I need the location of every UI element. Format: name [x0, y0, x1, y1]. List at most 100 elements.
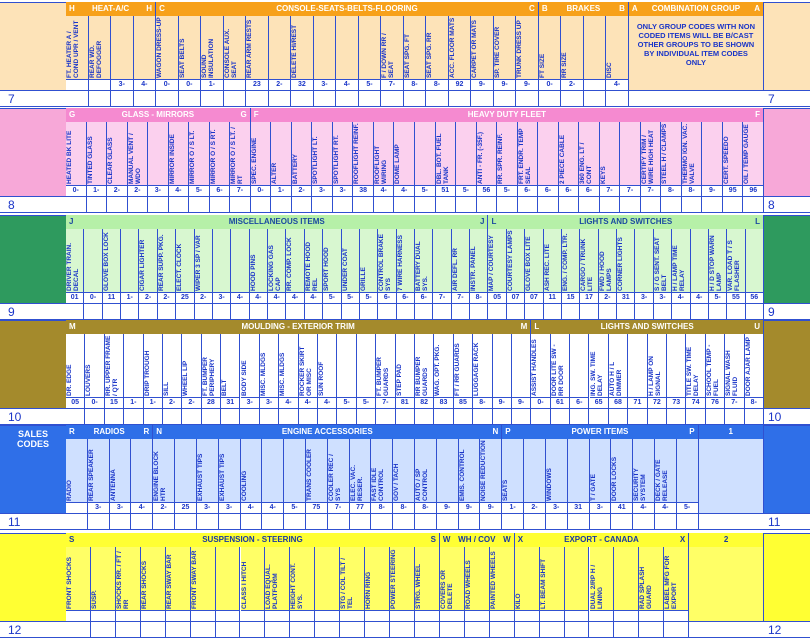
- row-cell: [415, 304, 434, 319]
- item-cell: BATTERY 2-: [291, 122, 313, 196]
- item-label: REAR ARM RESTS: [246, 19, 254, 78]
- item-cell: RR. SPR. REINF. 5-: [497, 122, 518, 196]
- item-code: [115, 610, 140, 621]
- item-code: 65: [589, 397, 608, 408]
- item-code: 15: [104, 397, 124, 408]
- item-label: TITLE SW. TIME DELAY: [686, 346, 701, 396]
- row-cell: [224, 91, 247, 106]
- group-letter: F: [253, 110, 259, 119]
- row-cell: [201, 91, 224, 106]
- item-cell: BATTERY DUAL SYS. 6-: [415, 229, 434, 303]
- row-cell: [396, 409, 415, 424]
- item-cell: 7-: [433, 229, 452, 303]
- item-label: SIGNAL WASH FLUID: [725, 350, 740, 396]
- item-cell: 360 ENG. LT / CONT 6-: [579, 122, 600, 196]
- group-letter: L: [491, 217, 497, 226]
- item-code: 92: [448, 79, 471, 90]
- row-cell: [655, 514, 677, 529]
- item-code: [190, 610, 215, 621]
- item-cell: TITLE SW. TIME DELAY 74: [686, 334, 706, 408]
- item-cell: CERTIFY TRIM / WIRE HIGH HEAT 7-: [640, 122, 662, 196]
- item-code: 1-: [271, 185, 291, 196]
- item-code: 9-: [480, 502, 502, 513]
- group-title: LIGHTS AND SWITCHES: [600, 322, 694, 331]
- item-label: FT. HEATER A / COND UPR / VENT: [66, 20, 80, 78]
- item-code: 6-: [517, 185, 538, 196]
- item-label: WAGON DRESS-UP: [156, 17, 164, 78]
- group-end-letter: S: [430, 535, 436, 544]
- row-cell: [241, 514, 263, 529]
- item-cell: KEYS 7-: [599, 122, 621, 196]
- group-title: POWER ITEMS: [571, 427, 629, 436]
- item-code: 4-: [231, 292, 249, 303]
- item-code: 8-: [744, 397, 763, 408]
- item-label: FRONT SWAY BAR: [190, 550, 198, 609]
- row-cell: [426, 91, 449, 106]
- row-cell: [686, 409, 706, 424]
- item-cell: COOLING 4-: [240, 439, 263, 513]
- row-cell: [189, 197, 210, 212]
- group-end-letter: F: [755, 110, 760, 119]
- item-cell: 25: [175, 439, 197, 513]
- item-label: CLEAR GLASS: [107, 137, 115, 184]
- item-code: 5-: [708, 292, 727, 303]
- item-label: ENGINE BLOCK HTR: [153, 451, 168, 501]
- row-cell: [195, 304, 213, 319]
- row-cell: [381, 91, 404, 106]
- item-code: [539, 610, 564, 621]
- item-label: ROCKER SKIRT OR MISC: [298, 346, 313, 396]
- group-title: HEAT-A/C: [91, 4, 130, 13]
- item-cell: ENG. / COMP. LTR. 15: [561, 229, 581, 303]
- item-label: POWER STEERING: [390, 549, 398, 609]
- group-note: ONLY GROUP CODES WITH NON CODED ITEMS WI…: [636, 22, 756, 67]
- item-code: [614, 610, 639, 621]
- item-cell: 9-: [436, 439, 459, 513]
- row-cell: [250, 304, 269, 319]
- item-cell: SCHOOL TEMP - FUEL 76: [705, 334, 726, 408]
- item-cell: RR. COMP. LOCK 4-: [286, 229, 305, 303]
- item-code: 25: [175, 502, 196, 513]
- item-label: TRANS COOLER: [305, 449, 313, 501]
- item-cell: STRG. WHEEL: [415, 547, 440, 621]
- item-code: 4-: [168, 185, 189, 196]
- right-margin: [764, 425, 810, 513]
- item-code: 6-: [209, 185, 230, 196]
- item-label: SECURITY SYSTEM: [633, 468, 648, 501]
- left-margin: [0, 108, 66, 196]
- item-cell: MISC. MLDGS 3-: [259, 334, 280, 408]
- item-cell: CLEAR GLASS 2-: [107, 122, 128, 196]
- group-end-letter: L: [755, 217, 760, 226]
- item-cell: SILL 2-: [162, 334, 183, 408]
- item-code: 17: [580, 292, 598, 303]
- row-cell: [231, 304, 250, 319]
- item-code: 2-: [182, 397, 201, 408]
- item-cell: SEAT SPG. RR 8-: [426, 16, 449, 90]
- item-label: ENG. / COMP. LTR.: [561, 233, 569, 291]
- row-cell: [85, 409, 105, 424]
- item-label: SHOCKS RR. / FT / RR: [115, 551, 130, 609]
- right-margin: [764, 533, 810, 621]
- item-code: [88, 79, 111, 90]
- item-cell: WINDOWS 3-: [545, 439, 568, 513]
- group-header: F HEAVY DUTY FLEET F: [250, 108, 764, 122]
- item-cell: EXHAUST TIPS 3-: [196, 439, 219, 513]
- row-cell: [459, 514, 481, 529]
- row-cell: [88, 514, 110, 529]
- row-cell: [515, 622, 540, 637]
- row-cell: [175, 514, 197, 529]
- item-cell: ASSIST HANDLES 0-: [531, 334, 551, 408]
- row-cell: [628, 409, 648, 424]
- group-letter: M: [69, 322, 76, 331]
- item-label: WINDOWS: [545, 468, 553, 501]
- item-cell: 0-: [84, 229, 103, 303]
- item-cell: WAG. OPT. PKG. 83: [434, 334, 454, 408]
- item-cell: ANTENNA 3-: [109, 439, 132, 513]
- item-cell: ROOFLIGHT REINF. 38: [353, 122, 374, 196]
- item-label: F / DOWN RR / SEAT: [381, 33, 396, 78]
- item-code: 4-: [240, 502, 262, 513]
- row-cell: [103, 304, 122, 319]
- group-end-letter: N: [492, 427, 499, 436]
- row-cell: [562, 304, 581, 319]
- item-cell: 5-: [358, 16, 382, 90]
- row-cell: [66, 622, 91, 637]
